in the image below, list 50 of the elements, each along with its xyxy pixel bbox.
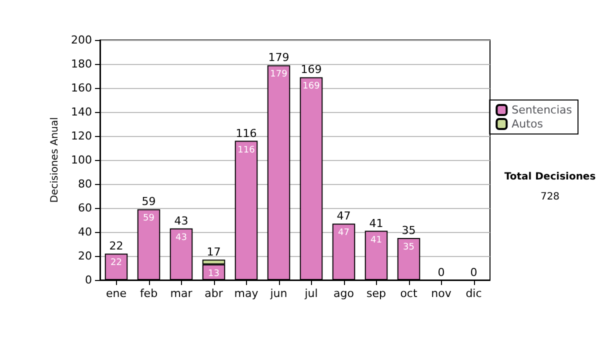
total-label: 35: [402, 224, 416, 237]
data-label: 169: [302, 82, 320, 92]
total-label: 47: [336, 210, 351, 223]
x-tick-label: ene: [106, 287, 127, 300]
data-label: 41: [370, 235, 382, 246]
x-tick-label: jul: [304, 287, 318, 300]
total-label: 43: [174, 214, 188, 228]
x-tick-label: dic: [466, 287, 482, 300]
data-label: 47: [338, 228, 350, 238]
legend-label: Sentencias: [512, 104, 572, 116]
x-tick-label: mar: [170, 287, 193, 300]
total-label: 0: [438, 266, 445, 279]
data-label: 22: [110, 258, 122, 268]
legend-label: Autos: [512, 118, 544, 130]
total-label: 22: [109, 240, 124, 253]
y-tick-label: 200: [71, 34, 92, 46]
data-label: 59: [143, 214, 155, 224]
y-tick-label: 140: [71, 106, 92, 118]
y-tick-label: 20: [78, 250, 92, 262]
data-label: 116: [238, 145, 256, 156]
data-label: 179: [270, 70, 288, 80]
total-label: 179: [268, 51, 290, 64]
total-label: 0: [470, 266, 478, 279]
data-label: 13: [208, 268, 220, 279]
y-axis-title: Decisiones Anual: [50, 117, 61, 203]
text: 728: [540, 192, 560, 202]
y-tick-label: 160: [71, 82, 92, 94]
y-tick-label: 120: [71, 130, 92, 142]
x-tick-label: may: [234, 287, 259, 300]
y-tick-label: 40: [78, 226, 92, 238]
y-tick-label: 100: [71, 154, 92, 166]
total-label: 41: [369, 216, 384, 230]
x-tick-label: nov: [431, 287, 452, 300]
x-tick-label: jun: [269, 287, 288, 300]
x-tick-label: sep: [366, 287, 386, 300]
x-tick-label: abr: [204, 287, 224, 300]
text: Total Decisiones: [504, 172, 596, 182]
y-tick-label: 80: [78, 178, 92, 190]
data-label: 35: [403, 242, 414, 252]
total-label: 169: [300, 63, 322, 76]
total-label: 59: [142, 195, 156, 208]
total-label: 116: [236, 126, 257, 140]
x-tick-label: oct: [400, 287, 418, 300]
x-tick-label: feb: [140, 287, 158, 300]
total-label: 17: [206, 246, 221, 259]
x-tick-label: ago: [334, 287, 354, 300]
y-tick-label: 60: [78, 202, 92, 214]
data-label: 43: [176, 232, 187, 243]
y-tick-label: 180: [71, 58, 92, 70]
y-tick-label: 0: [85, 274, 92, 286]
